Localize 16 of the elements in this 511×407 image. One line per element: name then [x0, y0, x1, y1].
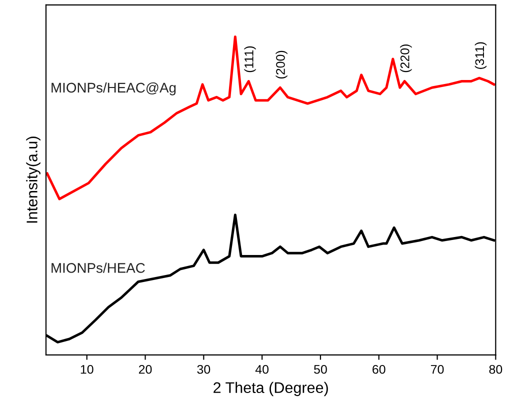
- x-tick-label: 70: [430, 364, 444, 374]
- x-tick-label: 80: [489, 364, 502, 374]
- x-tick-label: 10: [80, 364, 94, 374]
- x-tick-label: 30: [197, 364, 210, 374]
- x-axis-title: 2 Theta (Degree): [214, 382, 328, 396]
- annotation: (111): [244, 46, 256, 72]
- series-label: MIONPs/HEAC: [52, 262, 145, 273]
- annotation: (200): [276, 50, 288, 79]
- y-axis-title: Intensity(a.u): [26, 136, 40, 223]
- x-tick-label: 20: [138, 364, 152, 374]
- annotation: (311): [474, 42, 487, 69]
- series-label: MIONPs/HEAC@Ag: [52, 82, 176, 96]
- x-tick-label: 40: [255, 364, 269, 374]
- x-tick-label: 60: [372, 364, 386, 374]
- annotation: (220): [400, 44, 412, 72]
- x-tick-label: 50: [314, 364, 327, 374]
